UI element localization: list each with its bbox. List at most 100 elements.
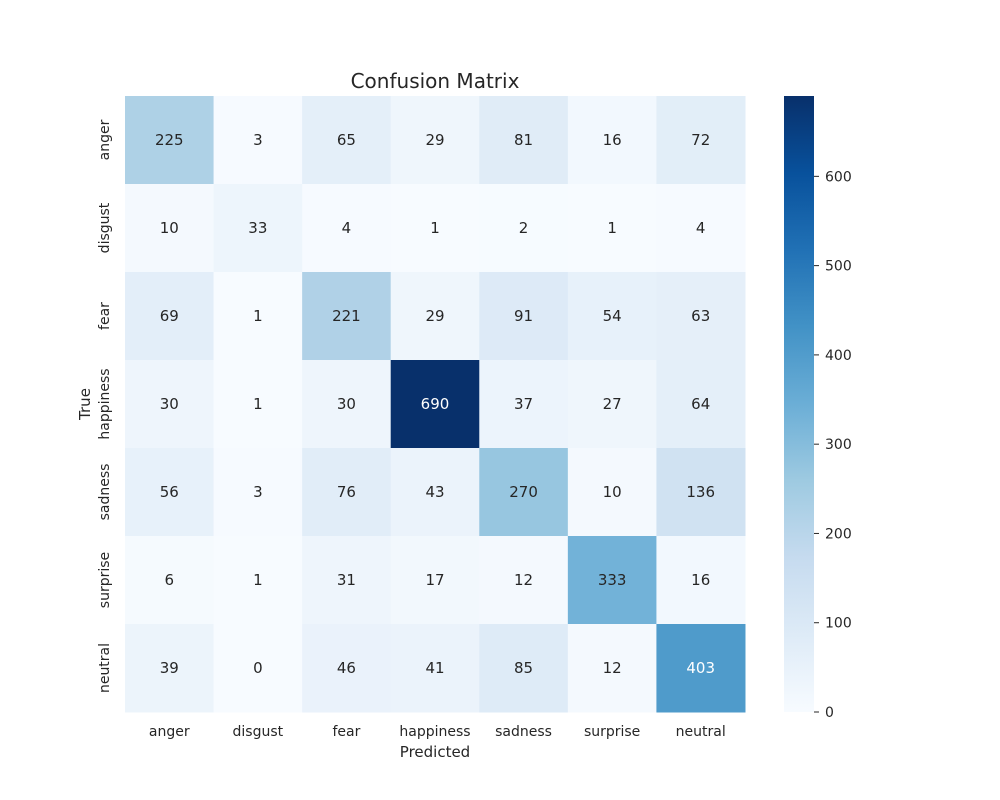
cell-value-label: 39 — [160, 659, 179, 677]
colorbar-tick-label: 400 — [825, 348, 852, 364]
heatmap-cell — [479, 448, 569, 537]
cell-value-label: 12 — [514, 571, 533, 589]
cell-value-label: 63 — [691, 307, 710, 325]
cell-value-label: 29 — [425, 307, 444, 325]
heatmap-cell — [567, 536, 657, 625]
colorbar-tick-label: 600 — [825, 169, 852, 185]
heatmap-cell — [479, 96, 569, 185]
cell-value-label: 3 — [253, 131, 263, 149]
heatmap-cell — [213, 184, 303, 273]
heatmap-cell — [390, 96, 480, 185]
cell-value-label: 81 — [514, 131, 533, 149]
x-tick-labels: anger disgust fear happiness sadness surprise… — [149, 724, 726, 740]
heatmap-cell — [213, 448, 303, 537]
cell-value-label: 690 — [421, 395, 450, 413]
cell-value-label: 1 — [607, 219, 617, 237]
heatmap-cell — [302, 624, 392, 713]
x-tick-label: surprise — [584, 724, 640, 740]
cell-value-label: 1 — [253, 395, 263, 413]
cell-value-label: 72 — [691, 131, 710, 149]
x-tick-label: disgust — [233, 724, 284, 740]
x-tick-label: happiness — [399, 724, 470, 740]
cell-value-label: 46 — [337, 659, 356, 677]
colorbar-tick-label: 500 — [825, 259, 852, 275]
heatmap-cell — [567, 272, 657, 361]
y-tick-label: disgust — [97, 202, 113, 253]
heatmap-cell — [479, 272, 569, 361]
heatmap-cell — [125, 360, 215, 449]
heatmap-cell — [479, 184, 569, 273]
y-tick-label: sadness — [97, 464, 113, 521]
heatmap-cell — [302, 184, 392, 273]
cell-value-label: 30 — [160, 395, 179, 413]
heatmap-cell — [479, 360, 569, 449]
heatmap-cell — [656, 360, 746, 449]
heatmap-cell — [302, 536, 392, 625]
heatmap-cell — [656, 272, 746, 361]
heatmap-cell — [567, 624, 657, 713]
heatmap-cell — [567, 360, 657, 449]
cell-value-label: 30 — [337, 395, 356, 413]
y-tick-label: surprise — [97, 552, 113, 608]
cell-value-label: 0 — [253, 659, 263, 677]
x-tick-label: sadness — [495, 724, 552, 740]
cell-value-label: 10 — [603, 483, 622, 501]
heatmap-cell — [125, 184, 215, 273]
x-axis-title: Predicted — [400, 743, 470, 761]
cell-value-label: 43 — [425, 483, 444, 501]
colorbar-tick-label: 200 — [825, 526, 852, 542]
cell-value-label: 65 — [337, 131, 356, 149]
cell-value-label: 41 — [425, 659, 444, 677]
y-tick-label: fear — [97, 302, 113, 330]
colorbar-tick-label: 100 — [825, 616, 852, 632]
heatmap-cell — [390, 624, 480, 713]
cell-value-label: 270 — [509, 483, 538, 501]
cell-value-label: 91 — [514, 307, 533, 325]
cell-value-label: 69 — [160, 307, 179, 325]
cell-value-label: 54 — [603, 307, 622, 325]
cell-value-label: 33 — [248, 219, 267, 237]
heatmap-cell — [125, 448, 215, 537]
heatmap-cell — [656, 184, 746, 273]
colorbar-ticks: 0 100 200 300 400 500 600 — [814, 169, 852, 721]
chart-title: Confusion Matrix — [351, 69, 520, 93]
cell-value-label: 16 — [603, 131, 622, 149]
colorbar-tick-label: 0 — [825, 705, 834, 721]
heatmap-cell — [213, 360, 303, 449]
cell-value-label: 4 — [342, 219, 352, 237]
cell-value-label: 4 — [696, 219, 706, 237]
heatmap-cell — [656, 96, 746, 185]
heatmap-cell — [302, 448, 392, 537]
heatmap-cell — [479, 536, 569, 625]
heatmap-cell — [125, 272, 215, 361]
x-tick-label: neutral — [676, 724, 726, 740]
cell-value-label: 6 — [165, 571, 175, 589]
heatmap-cell — [302, 360, 392, 449]
heatmap-cell — [390, 536, 480, 625]
cell-value-label: 333 — [598, 571, 627, 589]
cell-value-label: 12 — [603, 659, 622, 677]
heatmap-cell — [125, 536, 215, 625]
cell-value-label: 136 — [686, 483, 715, 501]
cell-value-label: 403 — [686, 659, 715, 677]
heatmap-cell — [125, 96, 215, 185]
heatmap-cell — [656, 624, 746, 713]
colorbar — [784, 96, 814, 712]
cell-value-label: 1 — [430, 219, 440, 237]
heatmap-cell — [302, 272, 392, 361]
cell-value-label: 3 — [253, 483, 263, 501]
cell-value-label: 37 — [514, 395, 533, 413]
cell-value-label: 1 — [253, 571, 263, 589]
cell-value-label: 27 — [603, 395, 622, 413]
heatmap-cell — [390, 360, 480, 449]
heatmap-cell — [567, 184, 657, 273]
cell-value-label: 56 — [160, 483, 179, 501]
heatmap-cell — [390, 184, 480, 273]
heatmap-cell — [213, 96, 303, 185]
cell-value-label: 221 — [332, 307, 361, 325]
cell-value-label: 17 — [425, 571, 444, 589]
cell-value-label: 76 — [337, 483, 356, 501]
heatmap-cell — [302, 96, 392, 185]
